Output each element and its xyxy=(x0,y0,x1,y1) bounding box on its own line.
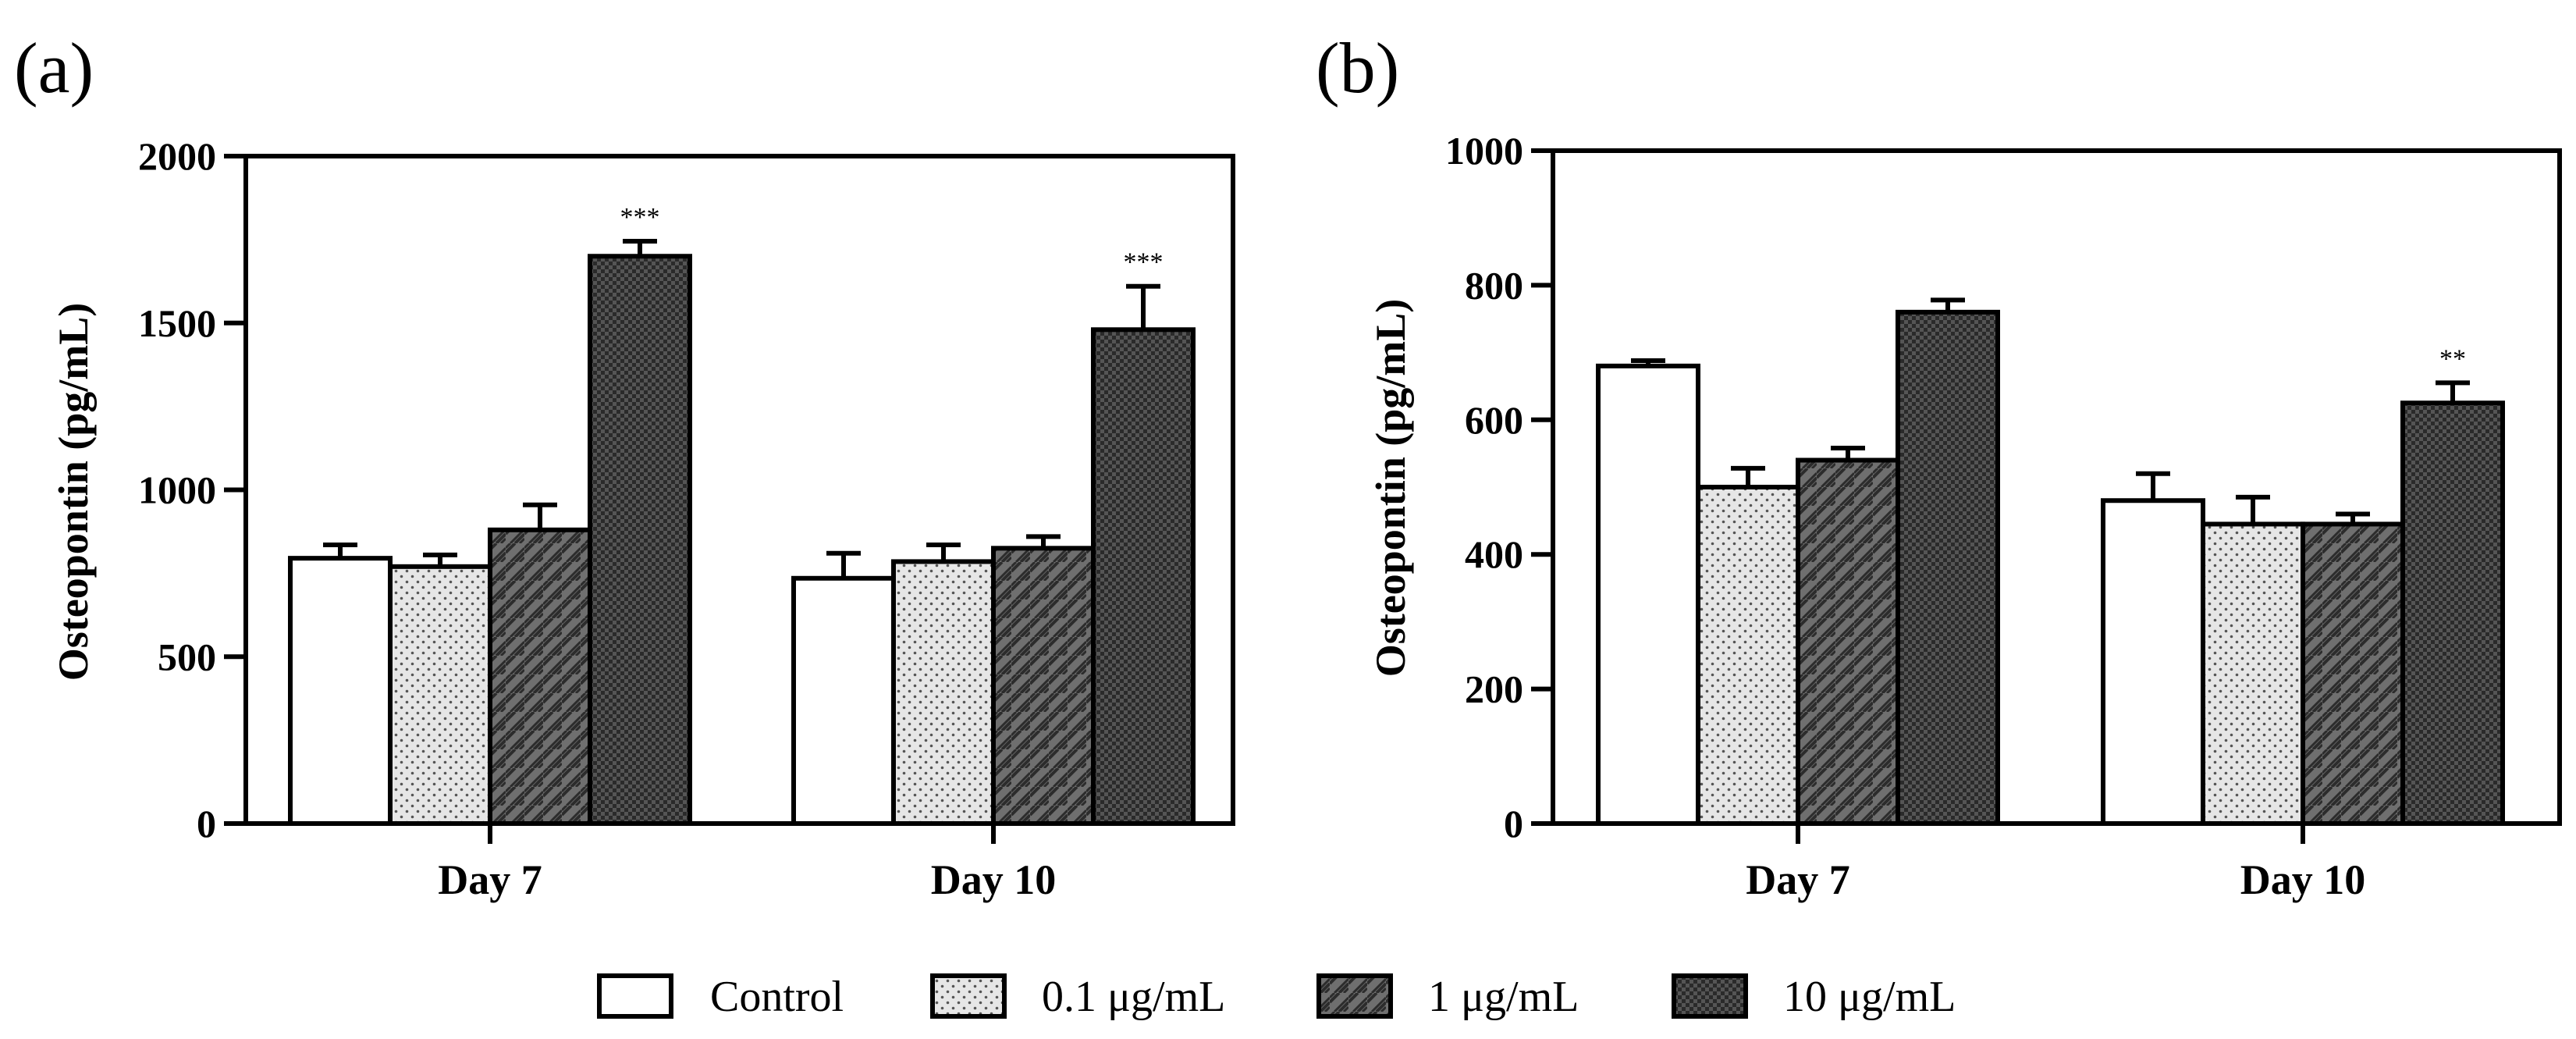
bar xyxy=(891,559,996,826)
bar xyxy=(1091,327,1196,826)
y-tick-label: 500 xyxy=(158,635,216,678)
legend: Control 0.1 μg/mL 1 μg/mL 10 μg/mL xyxy=(597,973,1956,1021)
chart-panel-b: Osteopontin (pg/mL) 0 200 400 600 800 1000 Day… xyxy=(1367,129,2562,903)
x-category-label: Day 7 xyxy=(438,856,542,903)
legend-label: 1 μg/mL xyxy=(1428,973,1579,1021)
legend-label: Control xyxy=(710,973,844,1021)
y-tick-label: 1000 xyxy=(1445,129,1523,173)
significance-label: *** xyxy=(1124,248,1164,277)
y-tick-label: 0 xyxy=(197,802,216,845)
legend-item-control: Control xyxy=(597,973,844,1021)
bar xyxy=(388,564,492,826)
significance-label: *** xyxy=(620,203,660,232)
y-tick-label: 0 xyxy=(1504,802,1523,845)
y-tick-label: 800 xyxy=(1465,263,1523,307)
y-tick-label: 2000 xyxy=(138,134,216,178)
legend-item-1: 1 μg/mL xyxy=(1316,973,1579,1021)
x-category-label: Day 10 xyxy=(931,856,1057,903)
bar xyxy=(1896,309,2000,826)
bar xyxy=(1696,485,1800,826)
bar xyxy=(488,527,592,826)
panel-label-b: (b) xyxy=(1316,28,1399,108)
y-axis-label: Osteopontin (pg/mL) xyxy=(50,303,97,681)
legend-item-0-1: 0.1 μg/mL xyxy=(930,973,1225,1021)
bar xyxy=(2400,400,2505,826)
bar xyxy=(2301,521,2405,826)
panel-label-a: (a) xyxy=(14,28,94,108)
legend-item-10: 10 μg/mL xyxy=(1672,973,1956,1021)
chart-panel-a: Osteopontin (pg/mL) 0 500 1000 1500 2000 *** D… xyxy=(50,134,1235,903)
bar xyxy=(1796,457,1900,827)
legend-swatch xyxy=(1316,973,1393,1019)
bar xyxy=(2201,521,2305,826)
y-tick-label: 1000 xyxy=(138,468,216,512)
y-tick-label: 400 xyxy=(1465,532,1523,576)
x-category-label: Day 7 xyxy=(1746,856,1850,903)
legend-swatch xyxy=(930,973,1007,1019)
legend-label: 10 μg/mL xyxy=(1783,973,1956,1021)
x-category-label: Day 10 xyxy=(2240,856,2366,903)
bar xyxy=(2101,498,2205,826)
bar xyxy=(1596,363,1700,826)
plot-frame xyxy=(1551,148,2562,826)
bar xyxy=(288,556,393,826)
legend-swatch xyxy=(597,973,673,1019)
y-tick-label: 200 xyxy=(1465,667,1523,711)
significance-label: ** xyxy=(2439,344,2466,373)
bar xyxy=(991,546,1096,826)
y-tick-label: 1500 xyxy=(138,301,216,345)
y-axis-label: Osteopontin (pg/mL) xyxy=(1367,299,1414,678)
bar xyxy=(791,575,896,826)
bar xyxy=(588,254,692,826)
y-tick-label: 600 xyxy=(1465,398,1523,442)
legend-label: 0.1 μg/mL xyxy=(1042,973,1225,1021)
legend-swatch xyxy=(1672,973,1748,1019)
